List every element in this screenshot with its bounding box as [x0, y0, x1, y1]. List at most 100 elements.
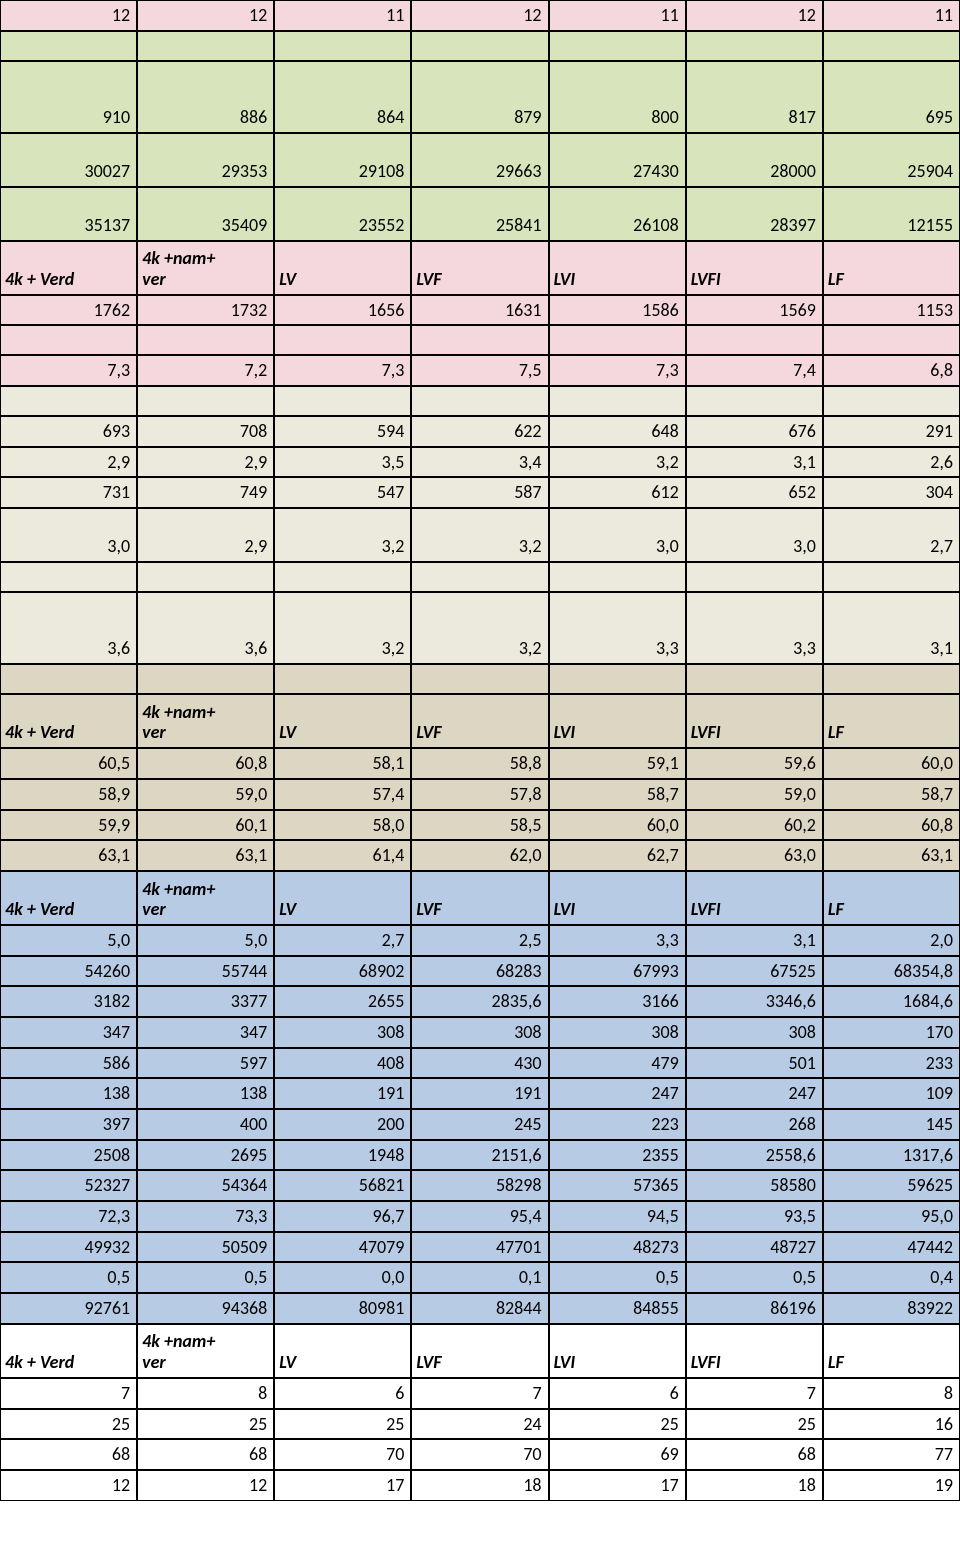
table-cell: 24 [411, 1409, 548, 1440]
table-cell: 12 [0, 0, 137, 31]
table-cell: 58298 [411, 1170, 548, 1201]
table-row: 58,959,057,457,858,759,058,7 [0, 779, 960, 810]
table-cell: 731 [0, 477, 137, 508]
table-cell: 247 [686, 1078, 823, 1109]
table-cell: 145 [823, 1109, 960, 1140]
table-row [0, 386, 960, 416]
table-cell: 308 [274, 1017, 411, 1048]
table-cell: 622 [411, 416, 548, 447]
table-cell: 60,0 [549, 810, 686, 841]
table-cell: 12 [686, 0, 823, 31]
table-cell [274, 562, 411, 592]
table-cell: 2,9 [137, 508, 274, 562]
table-cell: 60,5 [0, 748, 137, 779]
table-cell: 12 [137, 1470, 274, 1501]
table-cell: 3166 [549, 986, 686, 1017]
table-cell: 62,0 [411, 840, 548, 871]
table-row: 30027293532910829663274302800025904 [0, 133, 960, 187]
table-cell: 25841 [411, 187, 548, 241]
table-cell [823, 386, 960, 416]
table-row: 63,163,161,462,062,763,063,1 [0, 840, 960, 871]
table-cell: 60,1 [137, 810, 274, 841]
table-cell: 0,5 [137, 1262, 274, 1293]
table-cell: 25 [274, 1409, 411, 1440]
table-cell: 92761 [0, 1293, 137, 1324]
table-cell: 0,5 [549, 1262, 686, 1293]
table-cell: 676 [686, 416, 823, 447]
table-row: 52327543645682158298573655858059625 [0, 1170, 960, 1201]
column-header: LVI [549, 694, 686, 748]
table-cell: 25 [686, 1409, 823, 1440]
table-row [0, 562, 960, 592]
table-cell: 84855 [549, 1293, 686, 1324]
table-cell: 8 [823, 1378, 960, 1409]
table-cell: 60,8 [823, 810, 960, 841]
column-header: LF [823, 241, 960, 295]
table-cell: 695 [823, 61, 960, 133]
table-cell: 54260 [0, 956, 137, 987]
table-row: 92761943688098182844848558619683922 [0, 1293, 960, 1324]
table-cell: 3,1 [686, 447, 823, 478]
table-cell: 58,7 [549, 779, 686, 810]
table-cell: 7,3 [274, 355, 411, 386]
table-cell: 7 [0, 1378, 137, 1409]
table-cell: 56821 [274, 1170, 411, 1201]
table-cell [549, 386, 686, 416]
table-cell: 67525 [686, 956, 823, 987]
table-cell: 17 [274, 1470, 411, 1501]
table-cell: 2508 [0, 1140, 137, 1171]
table-cell: 347 [137, 1017, 274, 1048]
table-cell [686, 31, 823, 61]
table-cell: 67993 [549, 956, 686, 987]
column-header: LV [274, 694, 411, 748]
table-cell: 245 [411, 1109, 548, 1140]
table-cell: 7 [686, 1378, 823, 1409]
table-cell: 60,8 [137, 748, 274, 779]
table-cell: 1732 [137, 295, 274, 326]
table-row: 3,02,93,23,23,03,02,7 [0, 508, 960, 562]
table-cell: 612 [549, 477, 686, 508]
table-cell: 63,1 [137, 840, 274, 871]
table-cell: 6,8 [823, 355, 960, 386]
table-cell [686, 325, 823, 355]
table-cell: 54364 [137, 1170, 274, 1201]
table-cell: 200 [274, 1109, 411, 1140]
table-cell: 25 [549, 1409, 686, 1440]
table-cell: 63,1 [0, 840, 137, 871]
table-cell: 2,0 [823, 925, 960, 956]
table-cell: 2655 [274, 986, 411, 1017]
column-header: 4k + Verd [0, 1324, 137, 1378]
table-cell: 11 [823, 0, 960, 31]
table-cell: 19 [823, 1470, 960, 1501]
table-cell: 63,1 [823, 840, 960, 871]
column-header: LVI [549, 241, 686, 295]
column-header: LVFI [686, 1324, 823, 1378]
table-cell: 7,2 [137, 355, 274, 386]
table-row: 138138191191247247109 [0, 1078, 960, 1109]
table-cell: 47442 [823, 1232, 960, 1263]
table-row: 72,373,396,795,494,593,595,0 [0, 1201, 960, 1232]
table-cell: 594 [274, 416, 411, 447]
table-cell: 1569 [686, 295, 823, 326]
table-cell: 80981 [274, 1293, 411, 1324]
table-cell: 864 [274, 61, 411, 133]
table-cell: 68283 [411, 956, 548, 987]
table-cell: 95,0 [823, 1201, 960, 1232]
column-header: LF [823, 871, 960, 925]
table-row: 693708594622648676291 [0, 416, 960, 447]
table-row: 68687070696877 [0, 1439, 960, 1470]
table-cell: 1586 [549, 295, 686, 326]
table-cell: 3,3 [549, 925, 686, 956]
table-cell: 708 [137, 416, 274, 447]
table-cell: 16 [823, 1409, 960, 1440]
table-cell: 304 [823, 477, 960, 508]
column-header: LVFI [686, 871, 823, 925]
table-cell: 58,5 [411, 810, 548, 841]
table-cell: 2695 [137, 1140, 274, 1171]
table-row: 3,63,63,23,23,33,33,1 [0, 592, 960, 664]
table-cell: 3,0 [0, 508, 137, 562]
table-cell: 109 [823, 1078, 960, 1109]
table-cell: 12 [137, 0, 274, 31]
table-cell: 693 [0, 416, 137, 447]
table-row: 54260557446890268283679936752568354,8 [0, 956, 960, 987]
